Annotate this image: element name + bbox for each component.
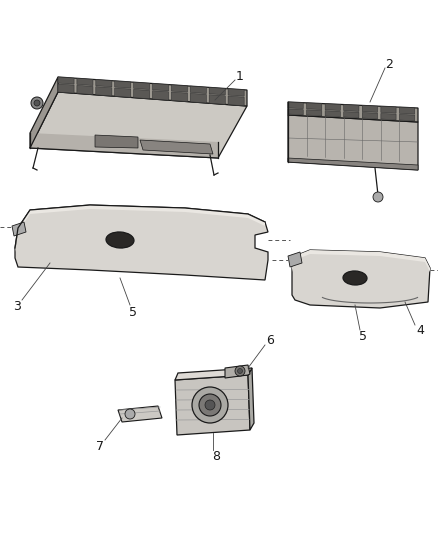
- Polygon shape: [325, 111, 340, 117]
- Polygon shape: [344, 104, 359, 111]
- Circle shape: [237, 368, 243, 374]
- Polygon shape: [288, 102, 303, 109]
- Polygon shape: [190, 93, 206, 103]
- Polygon shape: [381, 106, 396, 113]
- Circle shape: [205, 400, 215, 410]
- Polygon shape: [95, 135, 138, 148]
- Polygon shape: [171, 85, 187, 92]
- Text: 3: 3: [13, 301, 21, 313]
- Text: 5: 5: [129, 305, 137, 319]
- Polygon shape: [225, 365, 250, 378]
- Polygon shape: [288, 252, 302, 267]
- Polygon shape: [77, 85, 93, 94]
- Polygon shape: [58, 84, 74, 93]
- Polygon shape: [190, 86, 206, 93]
- Polygon shape: [152, 84, 169, 91]
- Polygon shape: [118, 406, 162, 422]
- Polygon shape: [115, 88, 131, 98]
- Polygon shape: [288, 158, 418, 170]
- Circle shape: [125, 409, 135, 419]
- Polygon shape: [399, 115, 415, 121]
- Polygon shape: [58, 77, 74, 84]
- Ellipse shape: [343, 271, 367, 285]
- Circle shape: [31, 97, 43, 109]
- Text: 4: 4: [416, 324, 424, 336]
- Polygon shape: [292, 250, 430, 272]
- Polygon shape: [307, 110, 322, 116]
- Circle shape: [192, 387, 228, 423]
- Polygon shape: [12, 222, 26, 236]
- Polygon shape: [325, 104, 340, 110]
- Polygon shape: [30, 92, 247, 158]
- Polygon shape: [362, 112, 378, 119]
- Polygon shape: [292, 250, 430, 308]
- Polygon shape: [115, 81, 131, 88]
- Polygon shape: [288, 102, 418, 122]
- Polygon shape: [288, 115, 418, 170]
- Polygon shape: [77, 78, 93, 85]
- Polygon shape: [209, 95, 225, 104]
- Polygon shape: [15, 205, 265, 252]
- Circle shape: [199, 394, 221, 416]
- Polygon shape: [175, 375, 250, 435]
- Circle shape: [235, 366, 245, 376]
- Text: 6: 6: [266, 334, 274, 346]
- Polygon shape: [58, 77, 247, 106]
- Polygon shape: [344, 111, 359, 118]
- Polygon shape: [140, 140, 213, 154]
- Polygon shape: [228, 96, 244, 106]
- Text: 5: 5: [359, 330, 367, 343]
- Polygon shape: [307, 103, 322, 109]
- Polygon shape: [171, 92, 187, 102]
- Polygon shape: [15, 205, 268, 280]
- Polygon shape: [209, 87, 225, 95]
- Text: 1: 1: [236, 70, 244, 84]
- Polygon shape: [96, 87, 112, 96]
- Ellipse shape: [106, 232, 134, 248]
- Polygon shape: [152, 91, 169, 100]
- Polygon shape: [248, 368, 254, 430]
- Polygon shape: [134, 90, 150, 99]
- Polygon shape: [399, 107, 415, 114]
- Polygon shape: [30, 77, 58, 148]
- Text: 2: 2: [385, 58, 393, 70]
- Polygon shape: [96, 79, 112, 87]
- Polygon shape: [362, 106, 378, 112]
- Polygon shape: [228, 88, 244, 96]
- Polygon shape: [134, 82, 150, 90]
- Text: 7: 7: [96, 440, 104, 453]
- Polygon shape: [381, 114, 396, 120]
- Polygon shape: [175, 368, 252, 380]
- Circle shape: [34, 100, 40, 106]
- Polygon shape: [30, 133, 218, 158]
- Circle shape: [373, 192, 383, 202]
- Polygon shape: [288, 109, 303, 115]
- Text: 8: 8: [212, 449, 220, 463]
